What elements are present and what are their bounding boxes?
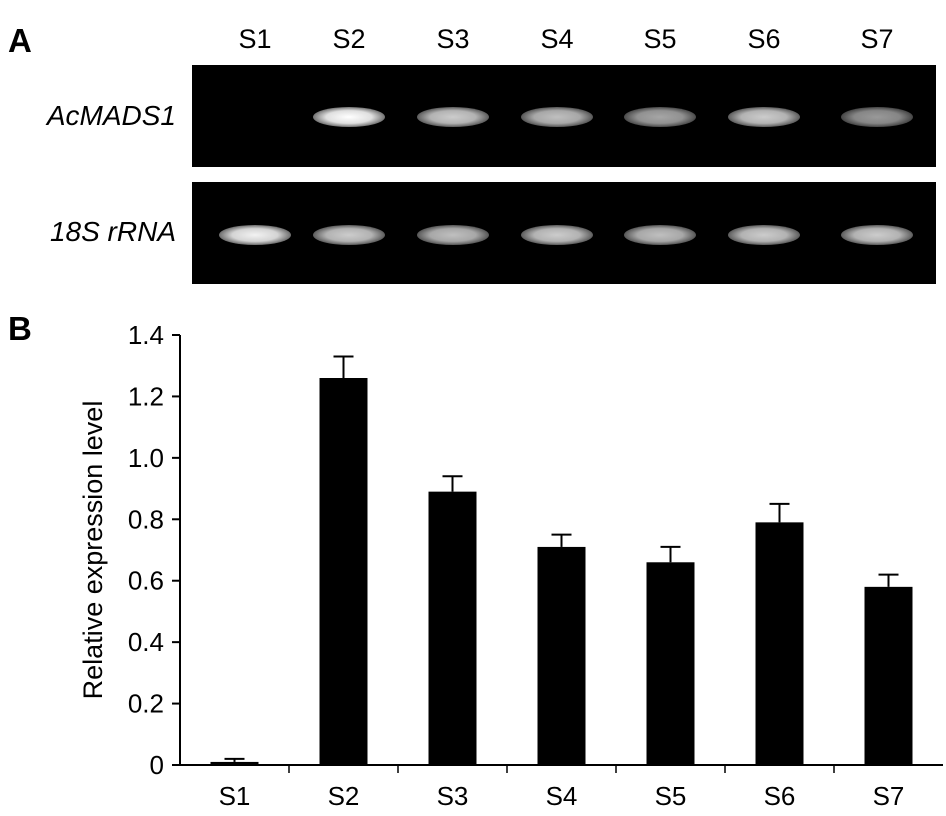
x-tick-label: S7 (873, 781, 905, 811)
y-tick-label: 0.4 (128, 627, 164, 657)
gel-band (728, 225, 800, 245)
bar (755, 522, 804, 765)
bar-chart: 0 0.2 0.4 0.6 0.8 1.0 1.2 1.4 S1 S2 S3 S4 S5 S6 S7 Rela… (78, 320, 943, 811)
gel-band (624, 225, 696, 245)
x-tick-label: S3 (437, 781, 469, 811)
gel-lane-label: S5 (643, 24, 677, 54)
x-tick-label: S4 (546, 781, 578, 811)
bar (646, 562, 695, 765)
gel-lane-label: S1 (238, 24, 272, 54)
gel-band (521, 107, 593, 127)
bar (537, 546, 586, 765)
y-tick-label: 0.6 (128, 566, 164, 596)
gel-band (521, 225, 593, 245)
gel-band (219, 225, 291, 245)
x-tick-label: S6 (764, 781, 796, 811)
panel-a-letter: A (8, 22, 32, 59)
y-tick-label: 0.8 (128, 504, 164, 534)
bar (210, 761, 259, 765)
gel-band (417, 107, 489, 127)
gel-lane-label: S3 (436, 24, 470, 54)
gel-band (417, 225, 489, 245)
x-tick-label: S5 (655, 781, 687, 811)
gel-lane-label: S2 (332, 24, 366, 54)
gel-band (313, 225, 385, 245)
gel-lane-label: S6 (747, 24, 781, 54)
gel-image-18s-rrna (192, 182, 936, 284)
x-tick-label: S1 (219, 781, 251, 811)
gel-row-label-acmads1: AcMADS1 (46, 100, 176, 131)
y-tick-label: 1.2 (128, 381, 164, 411)
y-tick-label: 1.4 (128, 320, 164, 350)
gel-lane-label: S4 (540, 24, 574, 54)
gel-lane-label: S7 (860, 24, 894, 54)
y-tick-label: 0.2 (128, 689, 164, 719)
y-axis-title: Relative expression level (78, 401, 108, 700)
gel-band (313, 107, 385, 127)
gel-band (841, 225, 913, 245)
bar (864, 586, 913, 765)
gel-row-label-18s-rrna: 18S rRNA (49, 216, 176, 247)
gel-band (624, 107, 696, 127)
bar (428, 491, 477, 765)
y-tick-label: 1.0 (128, 443, 164, 473)
gel-band (841, 107, 913, 127)
panel-b-letter: B (8, 310, 32, 347)
bar (319, 378, 368, 765)
x-tick-label: S2 (328, 781, 360, 811)
gel-band (728, 107, 800, 127)
y-tick-label: 0 (150, 750, 164, 780)
gel-image-acmads1 (192, 65, 936, 167)
